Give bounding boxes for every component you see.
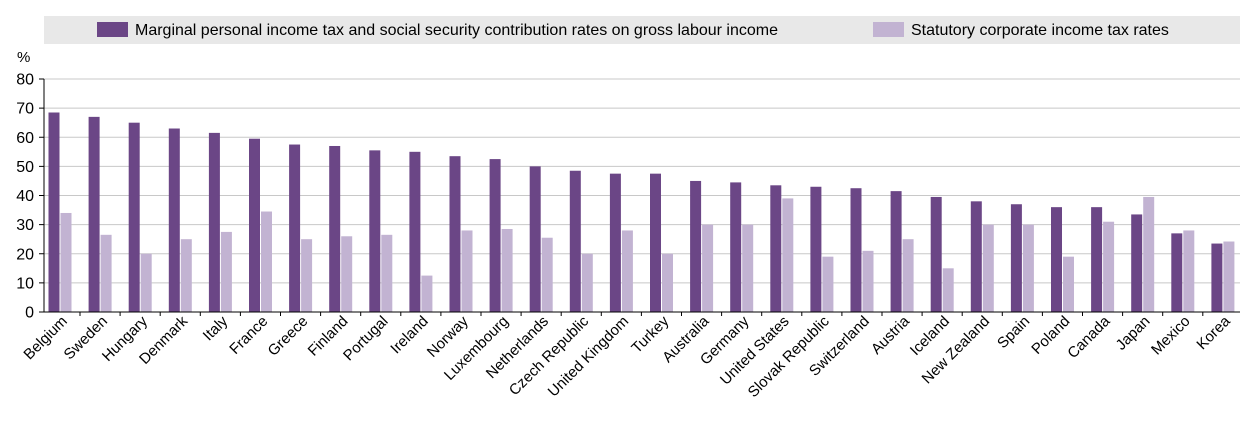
y-tick-label: 80 [16,72,34,89]
bar-personal-tax [529,166,541,312]
legend-swatch-corporate-tax [873,22,904,37]
y-axis-ticks: 0 10 20 30 40 50 60 70 80 [16,72,44,322]
bar-personal-tax [449,156,461,312]
bar-personal-tax [970,201,982,312]
y-tick-label: 70 [16,101,34,118]
bar-corporate-tax [501,228,513,312]
legend-swatch-personal-tax [97,22,128,37]
bar-personal-tax [369,150,381,312]
y-tick-label: 20 [16,246,34,263]
x-category-label: Canada [1064,312,1114,362]
bar-corporate-tax [261,211,272,312]
bar-personal-tax [489,159,501,312]
legend-box [44,16,1240,44]
bar-personal-tax [569,170,581,312]
bar-personal-tax [409,151,421,312]
bar-corporate-tax [60,212,72,312]
bar-corporate-tax [220,231,232,312]
bar-personal-tax [810,186,822,312]
bar-corporate-tax [301,239,313,312]
x-category-label: Portugal [340,313,392,365]
bar-corporate-tax [541,237,553,312]
bar-corporate-tax [822,256,834,312]
bar-personal-tax [128,122,140,312]
bar-corporate-tax [1223,241,1235,312]
bar-personal-tax [168,128,180,312]
bar-personal-tax [850,188,862,312]
bar-personal-tax [289,144,301,312]
y-tick-label: 60 [16,130,34,147]
bar-personal-tax [690,180,702,312]
bar-corporate-tax [702,224,714,312]
bar-corporate-tax [942,268,954,312]
bars [48,112,1235,313]
bar-personal-tax [730,182,742,312]
legend-label-personal-tax: Marginal personal income tax and social … [135,22,778,39]
bar-personal-tax [88,116,100,312]
bar-corporate-tax [100,234,112,312]
x-category-label: Greece [265,313,312,360]
y-tick-label: 40 [16,188,34,205]
x-category-label: Japan [1113,313,1154,354]
y-axis-unit: % [17,49,30,66]
bar-personal-tax [1051,207,1062,312]
bar-corporate-tax [621,230,633,312]
bar-personal-tax [249,138,260,312]
bar-corporate-tax [662,253,673,312]
bar-personal-tax [48,112,60,313]
bar-personal-tax [930,196,942,312]
y-tick-label: 30 [16,217,34,234]
x-category-label: Italy [200,312,232,344]
bar-corporate-tax [1183,230,1195,312]
bar-corporate-tax [1143,196,1155,312]
x-category-label: Austria [868,312,913,357]
y-tick-label: 50 [16,159,34,176]
bar-corporate-tax [461,230,473,312]
bar-personal-tax [1131,214,1143,312]
bar-personal-tax [208,132,220,312]
bar-corporate-tax [381,234,393,312]
bar-personal-tax [1010,204,1022,312]
bar-personal-tax [1171,233,1183,312]
bar-corporate-tax [1103,221,1115,312]
bar-corporate-tax [581,253,593,312]
bar-personal-tax [650,173,661,312]
y-tick-label: 10 [16,275,34,292]
bar-corporate-tax [902,239,914,312]
x-category-label: Korea [1193,312,1234,353]
bar-corporate-tax [862,250,874,312]
bar-personal-tax [1091,207,1103,312]
bar-corporate-tax [742,224,754,312]
bar-personal-tax [1211,243,1223,312]
bar-corporate-tax [1063,256,1074,312]
bar-corporate-tax [341,236,353,312]
x-category-label: France [226,313,271,358]
x-category-label: Mexico [1148,313,1194,359]
gridlines [44,78,1240,284]
bar-corporate-tax [1022,224,1034,312]
bar-corporate-tax [421,275,433,312]
bar-personal-tax [609,173,621,312]
bar-personal-tax [770,185,782,312]
bar-corporate-tax [180,239,192,312]
bar-personal-tax [890,191,902,312]
bar-personal-tax [329,145,341,312]
bar-corporate-tax [982,224,994,312]
bar-corporate-tax [140,253,152,312]
y-tick-label: 0 [25,305,34,322]
bar-corporate-tax [782,198,794,312]
legend-label-corporate-tax: Statutory corporate income tax rates [911,22,1169,39]
